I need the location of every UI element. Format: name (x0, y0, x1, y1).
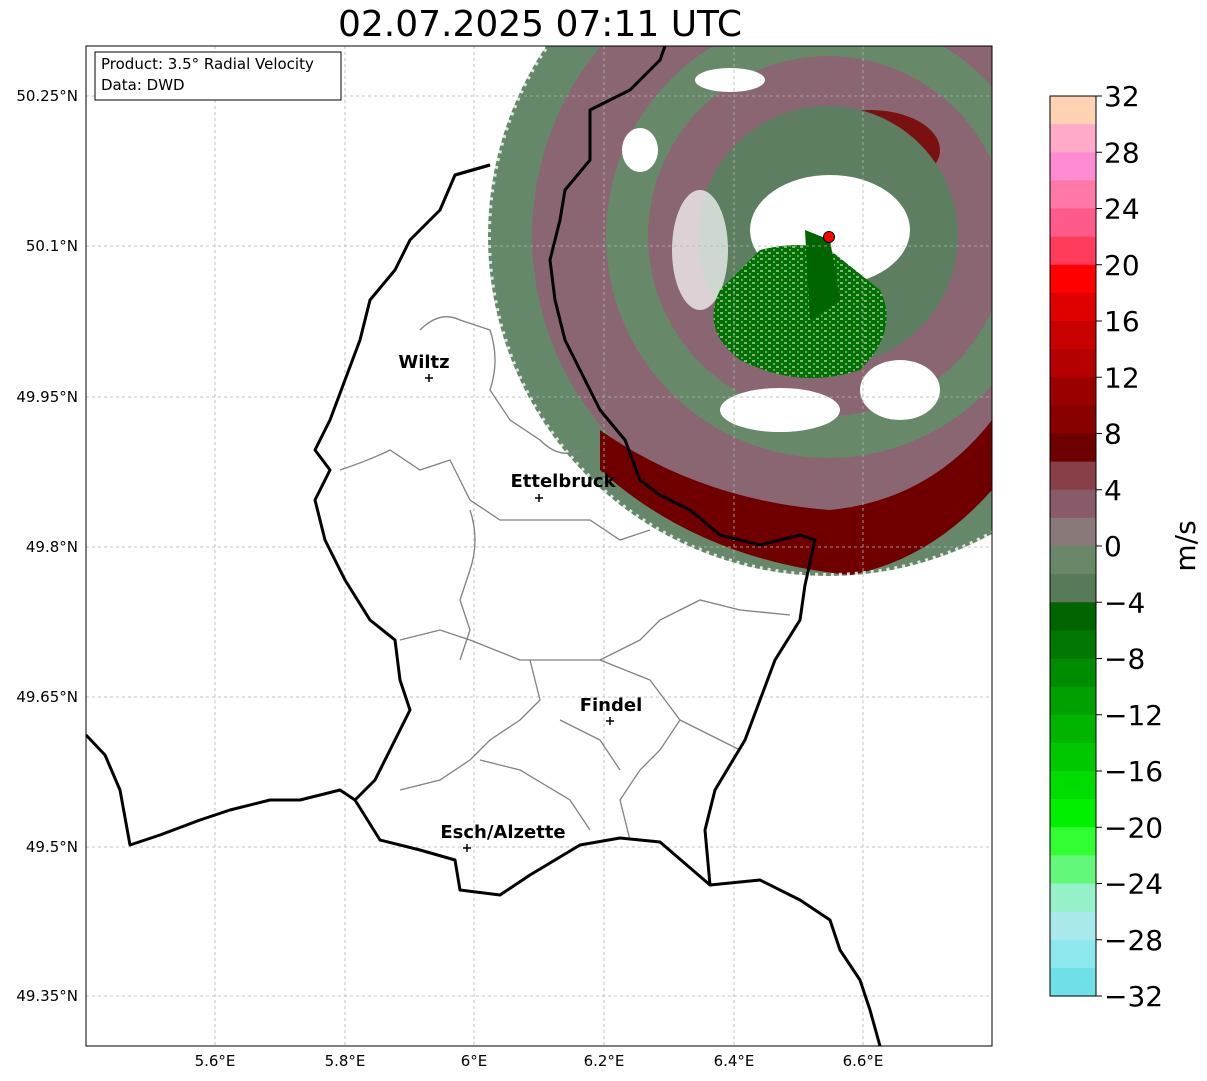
colorbar-swatch (1050, 321, 1096, 350)
colorbar-swatch (1050, 517, 1096, 547)
city-esch-alzette: Esch/Alzette (440, 822, 566, 852)
colorbar-swatch (1050, 771, 1096, 800)
lat-tick: 49.5°N (26, 838, 78, 856)
colorbar-tick-label: 0 (1104, 530, 1122, 563)
colorbar-swatch (1050, 799, 1096, 828)
colorbar-swatch (1050, 292, 1096, 322)
city-wiltz: Wiltz (398, 352, 450, 382)
colorbar-swatch (1050, 574, 1096, 603)
colorbar-swatch (1050, 967, 1096, 997)
colorbar-swatch (1050, 180, 1096, 210)
lat-tick-labels: 50.25°N 50.1°N 49.95°N 49.8°N 49.65°N 49… (16, 87, 78, 1005)
info-data-source: Data: DWD (101, 76, 185, 94)
colorbar-swatch (1050, 152, 1096, 181)
lon-tick: 5.8°E (325, 1052, 366, 1070)
colorbar-tick-label: −12 (1104, 699, 1163, 732)
colorbar-swatch (1050, 236, 1096, 266)
colorbar-swatches (1050, 96, 1096, 997)
colorbar-tick-label: −28 (1104, 924, 1163, 957)
colorbar-ticks: 32 28 24 20 16 12 8 4 0 −4 −8 −12 −16 −20 −24 −28 −32 (1096, 80, 1163, 1013)
colorbar-tick-label: 24 (1104, 193, 1140, 226)
colorbar-tick-label: 28 (1104, 136, 1140, 169)
city-markers: Wiltz Ettelbruck Findel Esch/Alzette (398, 352, 642, 852)
city-marker-icon (606, 717, 614, 725)
colorbar-swatch (1050, 264, 1096, 294)
lon-tick-labels: 5.6°E 5.8°E 6°E 6.2°E 6.4°E 6.6°E (195, 1052, 884, 1070)
city-label: Ettelbruck (510, 471, 616, 492)
lon-tick: 6.2°E (584, 1052, 625, 1070)
colorbar-tick-label: −20 (1104, 811, 1163, 844)
info-box: Product: 3.5° Radial Velocity Data: DWD (94, 51, 342, 101)
colorbar-tick-label: −32 (1104, 980, 1163, 1013)
colorbar-swatch (1050, 546, 1096, 575)
colorbar-tick-label: −8 (1104, 643, 1145, 676)
colorbar-swatch (1050, 911, 1096, 941)
colorbar-swatch (1050, 377, 1096, 406)
gridlines (86, 46, 992, 1046)
colorbar-swatch (1050, 742, 1096, 772)
country-borders (86, 46, 882, 1046)
colorbar-tick-label: −24 (1104, 868, 1163, 901)
colorbar-swatch (1050, 686, 1096, 716)
city-marker-icon (425, 374, 433, 382)
city-marker-icon (463, 844, 471, 852)
colorbar: 32 28 24 20 16 12 8 4 0 −4 −8 −12 −16 −20 −24 −28 −32 m/… (1049, 80, 1202, 1013)
colorbar-swatch (1050, 602, 1096, 631)
colorbar-swatch (1050, 405, 1096, 435)
colorbar-swatch (1050, 349, 1096, 378)
colorbar-swatch (1050, 124, 1096, 153)
colorbar-swatch (1050, 658, 1096, 688)
lat-tick: 49.65°N (16, 688, 78, 706)
colorbar-tick-label: 20 (1104, 249, 1140, 282)
colorbar-swatch (1050, 939, 1096, 969)
colorbar-swatch (1050, 714, 1096, 744)
colorbar-tick-label: 32 (1104, 80, 1140, 113)
radar-site-marker (823, 231, 835, 243)
info-product: Product: 3.5° Radial Velocity (101, 55, 314, 73)
colorbar-tick-label: −16 (1104, 755, 1163, 788)
colorbar-tick-label: −4 (1104, 586, 1145, 619)
colorbar-label: m/s (1169, 520, 1202, 571)
map-title: 02.07.2025 07:11 UTC (337, 4, 743, 45)
lon-tick: 5.6°E (195, 1052, 236, 1070)
colorbar-swatch (1050, 208, 1096, 238)
radar-velocity-field (485, 46, 992, 579)
city-label: Findel (580, 695, 643, 716)
city-label: Wiltz (398, 352, 449, 373)
lat-tick: 49.8°N (26, 538, 78, 556)
lat-tick: 50.25°N (16, 87, 78, 105)
colorbar-swatch (1050, 883, 1096, 913)
city-ettelbruck: Ettelbruck (510, 471, 617, 502)
colorbar-tick-label: 8 (1104, 418, 1122, 451)
colorbar-tick-label: 16 (1104, 305, 1140, 338)
colorbar-swatch (1050, 630, 1096, 660)
colorbar-swatch (1050, 855, 1096, 885)
lon-tick: 6.6°E (843, 1052, 884, 1070)
lon-tick: 6°E (461, 1052, 488, 1070)
city-label: Esch/Alzette (440, 822, 565, 843)
colorbar-swatch (1050, 827, 1096, 856)
colorbar-swatch (1050, 96, 1096, 125)
colorbar-tick-label: 12 (1104, 361, 1140, 394)
colorbar-swatch (1050, 433, 1096, 463)
city-findel: Findel (580, 695, 643, 725)
lat-tick: 49.95°N (16, 388, 78, 406)
lon-tick: 6.4°E (714, 1052, 755, 1070)
canton-borders (339, 316, 791, 841)
plot-frame (85, 45, 993, 1047)
colorbar-tick-label: 4 (1104, 474, 1122, 507)
colorbar-swatch (1050, 489, 1096, 519)
colorbar-swatch (1050, 461, 1096, 491)
city-marker-icon (535, 494, 543, 502)
lat-tick: 49.35°N (16, 987, 78, 1005)
lat-tick: 50.1°N (26, 237, 78, 255)
